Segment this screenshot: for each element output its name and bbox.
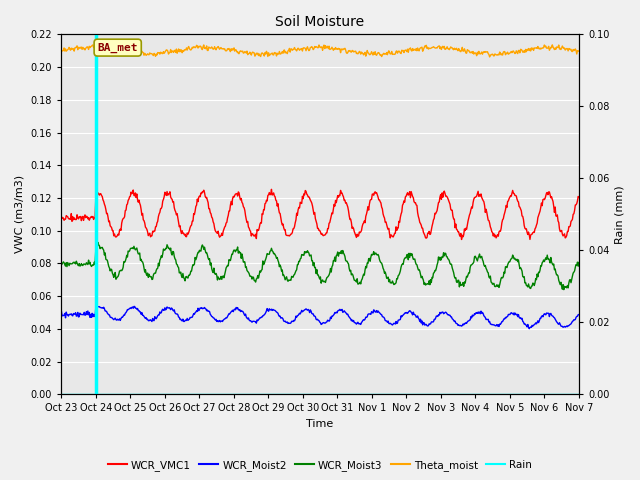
Y-axis label: Rain (mm): Rain (mm) — [615, 185, 625, 244]
Title: Soil Moisture: Soil Moisture — [275, 15, 365, 29]
X-axis label: Time: Time — [307, 419, 333, 429]
Text: BA_met: BA_met — [97, 43, 138, 53]
Legend: WCR_VMC1, WCR_Moist2, WCR_Moist3, Theta_moist, Rain: WCR_VMC1, WCR_Moist2, WCR_Moist3, Theta_… — [104, 456, 536, 475]
Y-axis label: VWC (m3/m3): VWC (m3/m3) — [15, 175, 25, 253]
